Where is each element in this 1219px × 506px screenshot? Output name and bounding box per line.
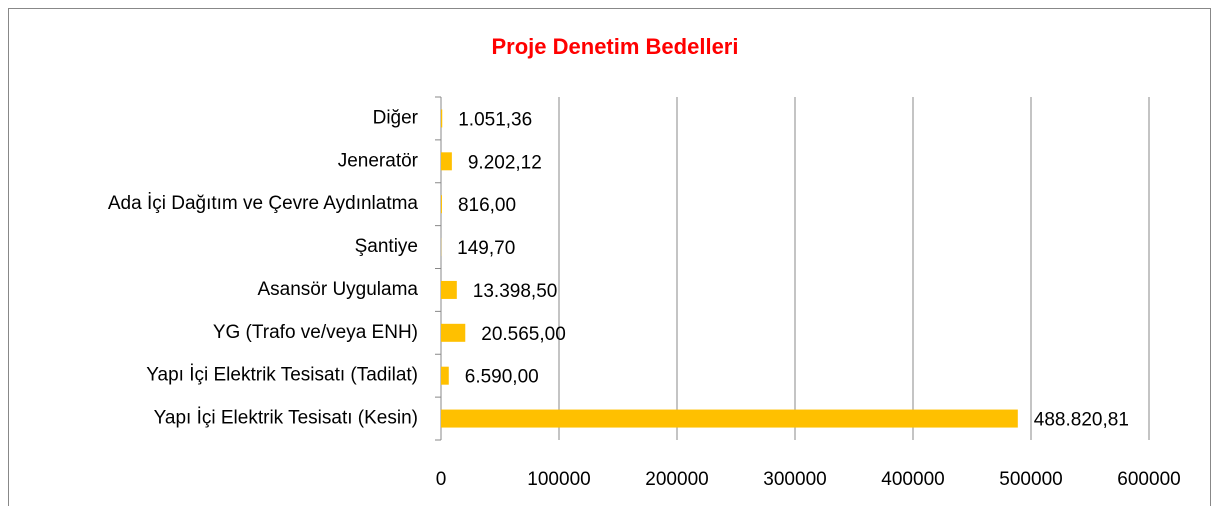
value-label: 149,70 (457, 238, 515, 259)
bar (441, 280, 457, 299)
x-tick-label: 200000 (645, 469, 708, 490)
category-label: Jeneratör (338, 150, 419, 171)
x-tick-label: 0 (436, 469, 447, 490)
value-label: 13.398,50 (473, 281, 558, 302)
x-tick-label: 600000 (1117, 469, 1180, 490)
value-label: 816,00 (458, 195, 516, 216)
value-label: 488.820,81 (1034, 410, 1129, 431)
chart-title: Proje Denetim Bedelleri (492, 34, 739, 59)
value-label: 6.590,00 (465, 367, 539, 388)
chart-border (8, 8, 1211, 506)
x-tick-label: 500000 (999, 469, 1062, 490)
x-tick-label: 100000 (527, 469, 590, 490)
category-label: Asansör Uygulama (257, 279, 418, 300)
bar (441, 195, 442, 214)
category-label: Yapı İçi Elektrik Tesisatı (Tadilat) (146, 365, 418, 386)
category-label: Yapı İçi Elektrik Tesisatı (Kesin) (154, 408, 418, 429)
bar (441, 366, 449, 385)
bar (441, 152, 452, 171)
value-label: 9.202,12 (468, 152, 542, 173)
category-label: Ada İçi Dağıtım ve Çevre Aydınlatma (108, 193, 419, 214)
category-label: Şantiye (355, 236, 418, 257)
value-label: 1.051,36 (458, 109, 532, 130)
value-label: 20.565,00 (481, 324, 566, 345)
category-label: Diğer (373, 107, 419, 128)
x-tick-label: 300000 (763, 469, 826, 490)
x-tick-label: 400000 (881, 469, 944, 490)
category-label: YG (Trafo ve/veya ENH) (213, 322, 418, 343)
bar (441, 409, 1018, 428)
bar (441, 109, 443, 128)
bar (441, 323, 466, 342)
